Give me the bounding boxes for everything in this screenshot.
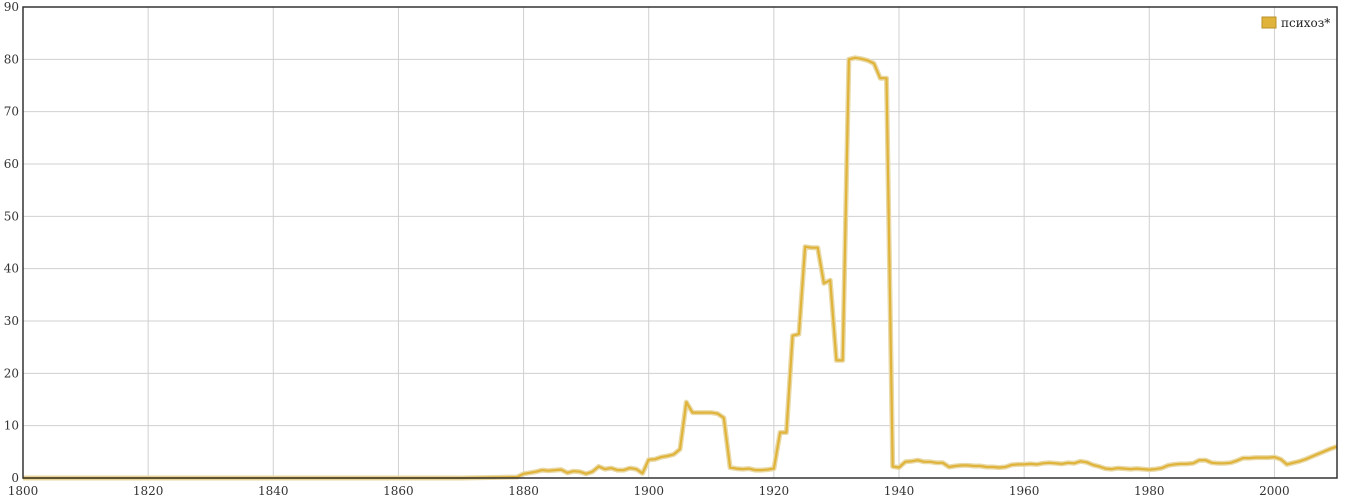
y-tick-label: 40 — [4, 262, 19, 276]
x-tick-label: 1900 — [633, 484, 664, 498]
y-tick-label: 20 — [4, 366, 19, 380]
y-tick-label: 30 — [4, 314, 19, 328]
legend: психоз* — [1261, 16, 1330, 30]
x-tick-label: 1960 — [1009, 484, 1040, 498]
series-line[interactable] — [23, 56, 1338, 480]
series-line-halo — [23, 55, 1338, 481]
legend-label-psikhoz: психоз* — [1281, 16, 1330, 30]
x-tick-label: 1800 — [8, 484, 39, 498]
grid — [22, 6, 1337, 479]
y-tick-label: 90 — [4, 0, 19, 14]
x-tick-label: 1920 — [759, 484, 790, 498]
y-tick-label: 50 — [4, 209, 19, 223]
x-tick-label: 1940 — [884, 484, 915, 498]
legend-swatch — [1261, 16, 1277, 29]
x-tick-label: 1860 — [383, 484, 414, 498]
x-tick-label: 1880 — [508, 484, 539, 498]
y-tick-label: 80 — [4, 52, 19, 66]
x-tick-label: 1840 — [258, 484, 289, 498]
x-tick-label: 1820 — [133, 484, 164, 498]
y-tick-label: 10 — [4, 419, 19, 433]
y-tick-label: 0 — [11, 471, 19, 485]
y-tick-label: 70 — [4, 105, 19, 119]
tick-labels: 1800 1820 1840 1860 1880 1900 1920 1940 1960 1980… — [4, 0, 1290, 498]
y-tick-label: 60 — [4, 157, 19, 171]
series-layer — [23, 55, 1338, 481]
x-tick-label: 2000 — [1259, 484, 1290, 498]
plot-frame — [22, 6, 1338, 479]
x-tick-label: 1980 — [1134, 484, 1165, 498]
